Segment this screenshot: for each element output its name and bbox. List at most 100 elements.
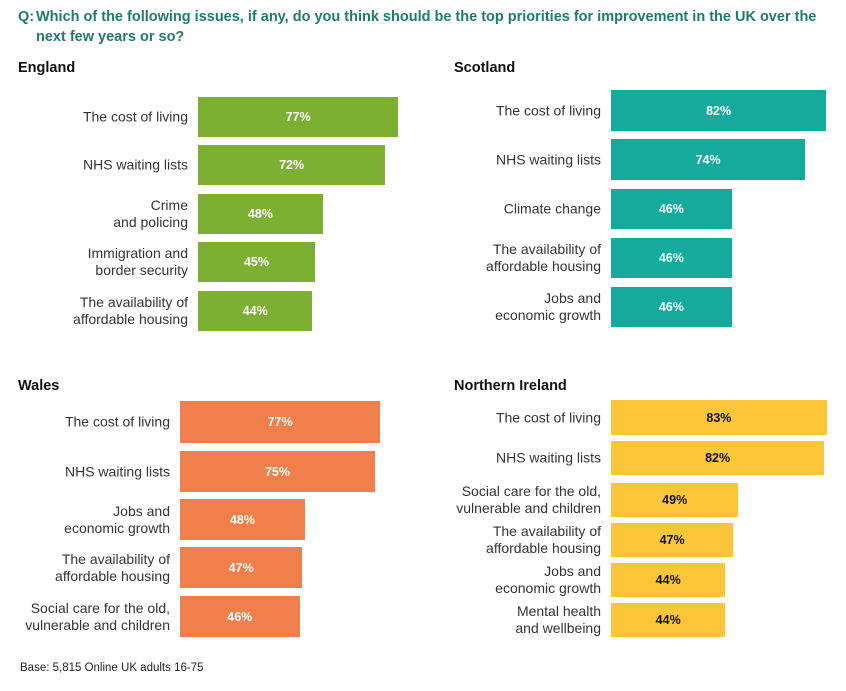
base-note: Base: 5,815 Online UK adults 16-75	[20, 662, 204, 674]
category-label: Social care for the old, vulnerable and c…	[456, 483, 601, 516]
category-label: Climate change	[503, 200, 601, 217]
data-label: 77%	[285, 110, 311, 124]
chart-england: England The cost of living 77% NHS waiting …	[18, 60, 410, 360]
bar	[198, 97, 399, 137]
data-label: 44%	[242, 304, 268, 318]
category-label: Jobs and economic growth	[64, 502, 170, 536]
bar	[611, 90, 827, 131]
bar	[611, 287, 732, 327]
bar-row: Immigration and border security 45%	[18, 242, 410, 282]
data-label: 47%	[659, 533, 685, 547]
category-label-wrap: The availability of affordable housing	[18, 291, 188, 331]
data-label: 49%	[662, 493, 688, 507]
bar-row: The availability of affordable housing 47%	[18, 547, 410, 588]
bar-row: Crime and policing 48%	[18, 194, 410, 234]
category-label: The availability of affordable housing	[486, 523, 601, 556]
bar-row: Social care for the old, vulnerable and c…	[18, 596, 410, 637]
category-label: Social care for the old, vulnerable and c…	[25, 599, 170, 633]
bar-row: Social care for the old, vulnerable and c…	[454, 483, 846, 517]
data-label: 82%	[705, 451, 731, 465]
bar-row: The cost of living 82%	[454, 90, 846, 131]
category-label-wrap: The cost of living	[454, 400, 601, 435]
data-label: 46%	[658, 251, 684, 265]
category-label: NHS waiting lists	[64, 463, 170, 479]
data-label: 75%	[264, 464, 291, 479]
bar-row: NHS waiting lists 74%	[454, 139, 846, 180]
bar	[611, 238, 732, 278]
category-label: The availability of affordable housing	[486, 241, 601, 274]
category-label: Crime and policing	[113, 197, 188, 230]
category-label: Jobs and economic growth	[495, 290, 601, 323]
bar	[611, 563, 726, 597]
data-label: 44%	[655, 613, 681, 627]
bar	[180, 547, 303, 588]
category-label: NHS waiting lists	[495, 151, 601, 167]
category-label: Jobs and economic growth	[495, 563, 601, 596]
bar-row: Climate change 46%	[454, 189, 846, 229]
chart-wales: Wales The cost of living 77% NHS waiting li…	[18, 378, 410, 678]
data-label: 82%	[706, 103, 732, 118]
category-label: The cost of living	[82, 108, 188, 125]
bar	[198, 291, 313, 331]
bar	[198, 242, 315, 282]
bar	[180, 499, 305, 540]
bar-row: Jobs and economic growth 44%	[454, 563, 846, 597]
bar	[198, 145, 386, 185]
bar	[611, 189, 732, 229]
category-label-wrap: The cost of living	[454, 90, 601, 131]
bar-row: The availability of affordable housing 44%	[18, 291, 410, 331]
category-label: The availability of affordable housing	[55, 550, 170, 584]
bar	[180, 401, 381, 443]
chart-title: Wales	[18, 378, 60, 394]
chart-title: England	[18, 60, 76, 76]
category-label-wrap: NHS waiting lists	[454, 441, 601, 475]
data-label: 46%	[658, 300, 684, 314]
bar	[180, 596, 300, 637]
category-label: Immigration and border security	[87, 245, 188, 278]
category-label-wrap: The availability of affordable housing	[454, 238, 601, 278]
question-text: Q: Which of the following issues, if any…	[18, 7, 818, 47]
category-label-wrap: Immigration and border security	[18, 242, 188, 282]
category-label-wrap: Jobs and economic growth	[18, 499, 170, 540]
category-label: The availability of affordable housing	[73, 294, 188, 327]
category-label-wrap: The availability of affordable housing	[18, 547, 170, 588]
bar-row: The cost of living 77%	[18, 97, 410, 137]
data-label: 46%	[658, 202, 684, 216]
category-label-wrap: Social care for the old, vulnerable and c…	[454, 483, 601, 517]
data-label: 44%	[655, 573, 681, 587]
bar	[180, 451, 375, 492]
bar-row: The cost of living 83%	[454, 400, 846, 435]
data-label: 48%	[247, 207, 273, 221]
chart-title: Northern Ireland	[454, 378, 567, 394]
data-label: 77%	[267, 415, 293, 429]
question-prefix: Q:	[18, 9, 35, 25]
question-body: Which of the following issues, if any, d…	[36, 9, 817, 45]
bar-row: The availability of affordable housing 46%	[454, 238, 846, 278]
data-label: 74%	[695, 152, 721, 167]
bar	[611, 139, 806, 180]
data-label: 48%	[229, 512, 255, 527]
category-label-wrap: NHS waiting lists	[18, 451, 170, 492]
category-label-wrap: The cost of living	[18, 401, 170, 443]
data-label: 46%	[227, 609, 253, 624]
category-label: Mental health and wellbeing	[515, 603, 601, 636]
data-label: 47%	[228, 560, 254, 575]
bar-row: Mental health and wellbeing 44%	[454, 603, 846, 637]
bar	[198, 194, 323, 234]
bar-row: The cost of living 77%	[18, 401, 410, 443]
data-label: 45%	[243, 255, 270, 269]
category-label-wrap: NHS waiting lists	[454, 139, 601, 180]
bar-row: Jobs and economic growth 48%	[18, 499, 410, 540]
category-label-wrap: The availability of affordable housing	[454, 523, 601, 557]
category-label-wrap: Mental health and wellbeing	[454, 603, 601, 637]
category-label: NHS waiting lists	[495, 449, 601, 466]
data-label: 83%	[706, 410, 732, 425]
category-label: The cost of living	[64, 413, 170, 430]
bar-row: The availability of affordable housing 47%	[454, 523, 846, 557]
category-label-wrap: Crime and policing	[18, 194, 188, 234]
category-label-wrap: Jobs and economic growth	[454, 287, 601, 327]
bar	[611, 400, 827, 435]
bar-row: NHS waiting lists 72%	[18, 145, 410, 185]
category-label-wrap: The cost of living	[18, 97, 188, 137]
bar-row: Jobs and economic growth 46%	[454, 287, 846, 327]
